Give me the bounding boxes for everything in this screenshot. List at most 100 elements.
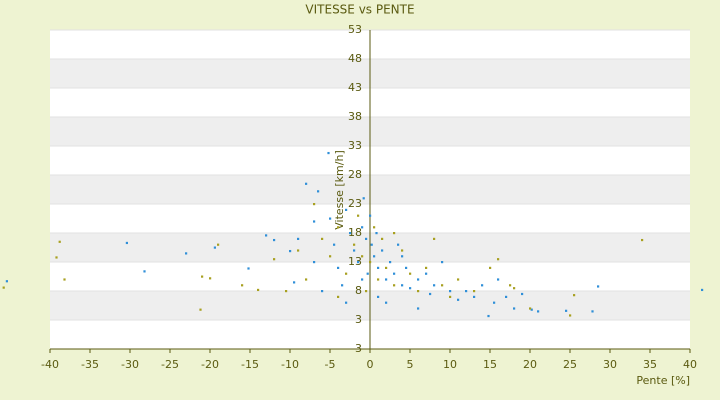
point bbox=[58, 240, 61, 243]
x-tick-label: -5 bbox=[325, 358, 336, 371]
point bbox=[297, 249, 300, 252]
point bbox=[417, 307, 420, 310]
y-axis-label: Vitesse [km/h] bbox=[333, 150, 346, 230]
point bbox=[293, 281, 296, 284]
point bbox=[573, 294, 576, 297]
point bbox=[321, 237, 324, 240]
x-tick-label: 10 bbox=[443, 358, 457, 371]
point bbox=[370, 243, 373, 246]
x-tick-label: 40 bbox=[683, 358, 697, 371]
point bbox=[521, 292, 524, 296]
point bbox=[217, 243, 220, 246]
point bbox=[497, 278, 500, 281]
point bbox=[401, 255, 404, 258]
point bbox=[385, 301, 388, 304]
point bbox=[209, 277, 212, 280]
x-tick-label: -35 bbox=[81, 358, 99, 371]
point bbox=[357, 214, 360, 217]
point bbox=[433, 284, 436, 287]
x-tick-label: 30 bbox=[603, 358, 617, 371]
point bbox=[497, 258, 500, 261]
point bbox=[377, 278, 380, 281]
y-tick-label: 3 bbox=[355, 313, 362, 326]
x-axis-label: Pente [%] bbox=[636, 374, 690, 387]
y-tick-label: 38 bbox=[348, 110, 362, 123]
point bbox=[433, 237, 436, 240]
point bbox=[385, 266, 388, 269]
point bbox=[317, 190, 320, 193]
point bbox=[377, 295, 380, 298]
point bbox=[417, 278, 420, 281]
point bbox=[513, 307, 516, 310]
point bbox=[365, 290, 368, 293]
point bbox=[213, 246, 216, 249]
point bbox=[345, 272, 348, 275]
point bbox=[361, 226, 364, 229]
point bbox=[285, 290, 288, 293]
point bbox=[377, 266, 380, 269]
point bbox=[257, 288, 260, 292]
x-tick-label: 25 bbox=[563, 358, 577, 371]
point bbox=[393, 272, 396, 275]
point bbox=[365, 237, 368, 240]
point bbox=[357, 261, 360, 264]
point bbox=[337, 266, 340, 269]
point bbox=[305, 278, 308, 281]
point bbox=[63, 278, 66, 281]
point bbox=[509, 284, 512, 287]
x-tick-label: -40 bbox=[41, 358, 59, 371]
x-tick-label: 35 bbox=[643, 358, 657, 371]
point bbox=[457, 298, 460, 301]
point bbox=[349, 232, 352, 235]
point bbox=[473, 295, 476, 298]
x-tick-label: -10 bbox=[281, 358, 299, 371]
chart-title: VITESSE vs PENTE bbox=[305, 3, 414, 17]
point bbox=[401, 249, 404, 252]
point bbox=[465, 290, 468, 293]
point bbox=[313, 220, 316, 223]
y-tick-label: 13 bbox=[348, 255, 362, 268]
point bbox=[513, 287, 516, 290]
point bbox=[597, 285, 600, 288]
point bbox=[333, 243, 336, 246]
y-tick-label: 33 bbox=[348, 139, 362, 152]
point bbox=[297, 237, 300, 240]
point bbox=[505, 295, 508, 298]
point bbox=[381, 237, 384, 240]
point bbox=[385, 278, 388, 281]
point bbox=[313, 203, 316, 206]
point bbox=[373, 226, 376, 229]
y-tick-label: 53 bbox=[348, 23, 362, 36]
point bbox=[265, 234, 268, 237]
point bbox=[327, 151, 330, 155]
point bbox=[405, 266, 408, 269]
point bbox=[329, 217, 332, 220]
point bbox=[289, 249, 292, 253]
y-tick-label: 18 bbox=[348, 226, 362, 239]
point bbox=[393, 232, 396, 235]
y-tick-label: 23 bbox=[348, 197, 362, 210]
point bbox=[425, 272, 428, 275]
point bbox=[381, 249, 384, 252]
point bbox=[591, 310, 594, 313]
x-tick-label: 0 bbox=[367, 358, 374, 371]
point bbox=[449, 295, 452, 298]
point bbox=[373, 255, 376, 258]
x-tick-label: -30 bbox=[121, 358, 139, 371]
point bbox=[417, 290, 420, 293]
point bbox=[489, 266, 492, 269]
point bbox=[441, 261, 444, 264]
point bbox=[5, 280, 8, 283]
point bbox=[185, 252, 188, 255]
point bbox=[345, 301, 348, 304]
point bbox=[143, 270, 146, 273]
y-tick-label: 28 bbox=[348, 168, 362, 181]
point bbox=[701, 288, 704, 292]
y-tick-label: 48 bbox=[348, 52, 362, 65]
point bbox=[473, 290, 476, 293]
point bbox=[345, 208, 348, 211]
point bbox=[449, 290, 452, 293]
point bbox=[425, 266, 428, 269]
point bbox=[389, 261, 392, 264]
